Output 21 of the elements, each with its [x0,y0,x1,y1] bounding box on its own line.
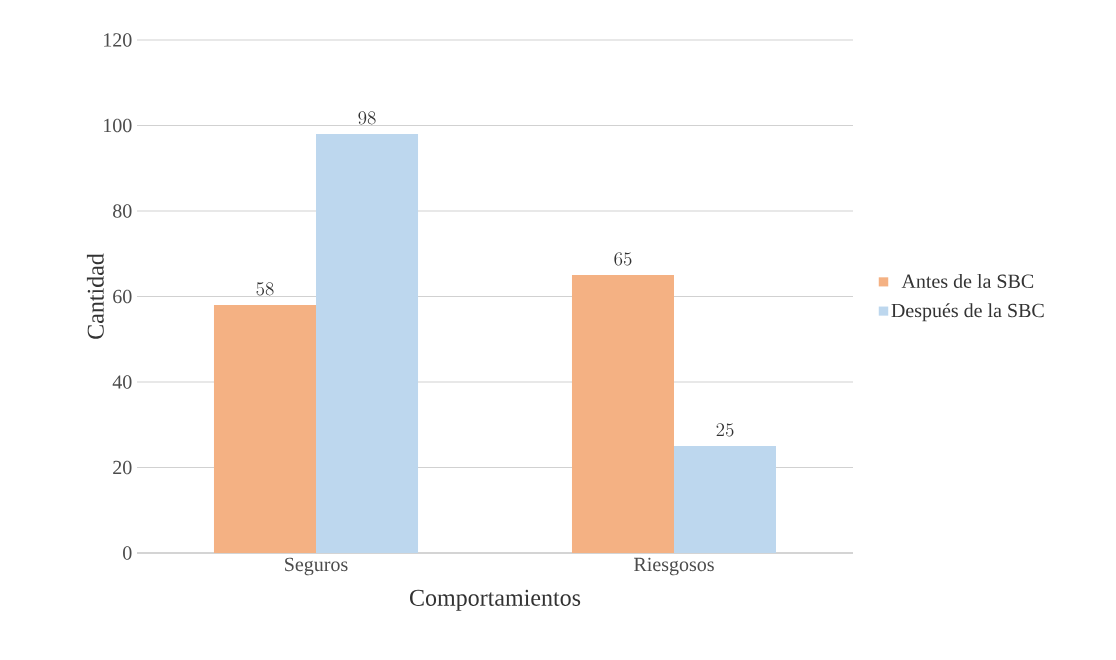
y-tick-label: 20 [113,460,132,475]
data-label: 58 [256,282,274,296]
bar [674,446,777,553]
legend-label: Después de la SBC [891,303,1044,322]
y-tick-label: 100 [104,118,132,133]
bar [571,275,675,553]
bar [213,305,317,553]
y-tick-label: 0 [123,546,132,560]
y-tick-label: 120 [104,33,132,47]
data-label: 25 [716,423,734,437]
y-axis-title: Cantidad [86,253,104,339]
x-axis-title: Comportamientos [410,589,581,611]
y-tick-label: 40 [112,375,132,389]
x-tick-label: Riesgosos [634,557,714,576]
data-label: 65 [614,252,632,266]
data-label: 98 [358,111,376,125]
bar [316,134,419,553]
x-tick-label: Seguros [285,557,348,576]
legend-label: Antes de la SBC [901,273,1034,288]
y-tick-label: 60 [113,289,132,304]
y-tick-label: 80 [113,204,132,218]
